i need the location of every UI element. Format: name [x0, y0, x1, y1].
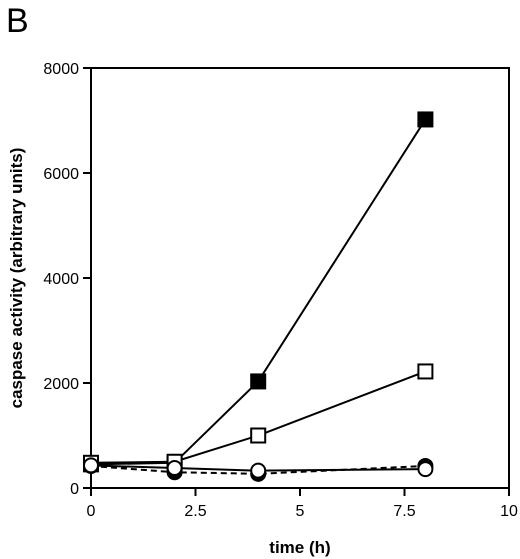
series-line	[90, 464, 426, 472]
data-point	[417, 363, 434, 380]
series-line	[90, 370, 426, 464]
series-filled-square	[83, 111, 434, 473]
y-tick-label: 4000	[43, 271, 79, 288]
data-point	[417, 461, 434, 478]
axes	[90, 67, 510, 489]
data-point	[166, 460, 183, 477]
data-point	[250, 427, 267, 444]
x-tick-label: 10	[500, 503, 518, 520]
data-point	[250, 462, 267, 479]
x-tick-label: 0	[87, 503, 96, 520]
y-tick-label: 6000	[43, 166, 79, 183]
y-axis-title: caspase activity (arbitrary units)	[7, 148, 26, 409]
data-point	[250, 373, 267, 390]
ticks: 0 2.5 5 7.5 10 0 2000 4000 6000 8000	[43, 61, 518, 520]
y-tick-label: 2000	[43, 376, 79, 393]
x-tick-label: 5	[296, 503, 305, 520]
x-axis-title: time (h)	[269, 538, 330, 557]
x-tick-label: 2.5	[184, 503, 206, 520]
data-point	[83, 457, 99, 474]
series-open-circle	[83, 457, 434, 479]
panel-letter: B	[6, 2, 29, 40]
x-tick-label: 7.5	[393, 503, 415, 520]
series-line	[90, 118, 427, 466]
y-tick-label: 8000	[43, 61, 79, 78]
y-tick-label: 0	[70, 481, 79, 498]
plot-frame	[90, 67, 510, 489]
data-point	[417, 111, 434, 128]
series	[83, 111, 434, 482]
